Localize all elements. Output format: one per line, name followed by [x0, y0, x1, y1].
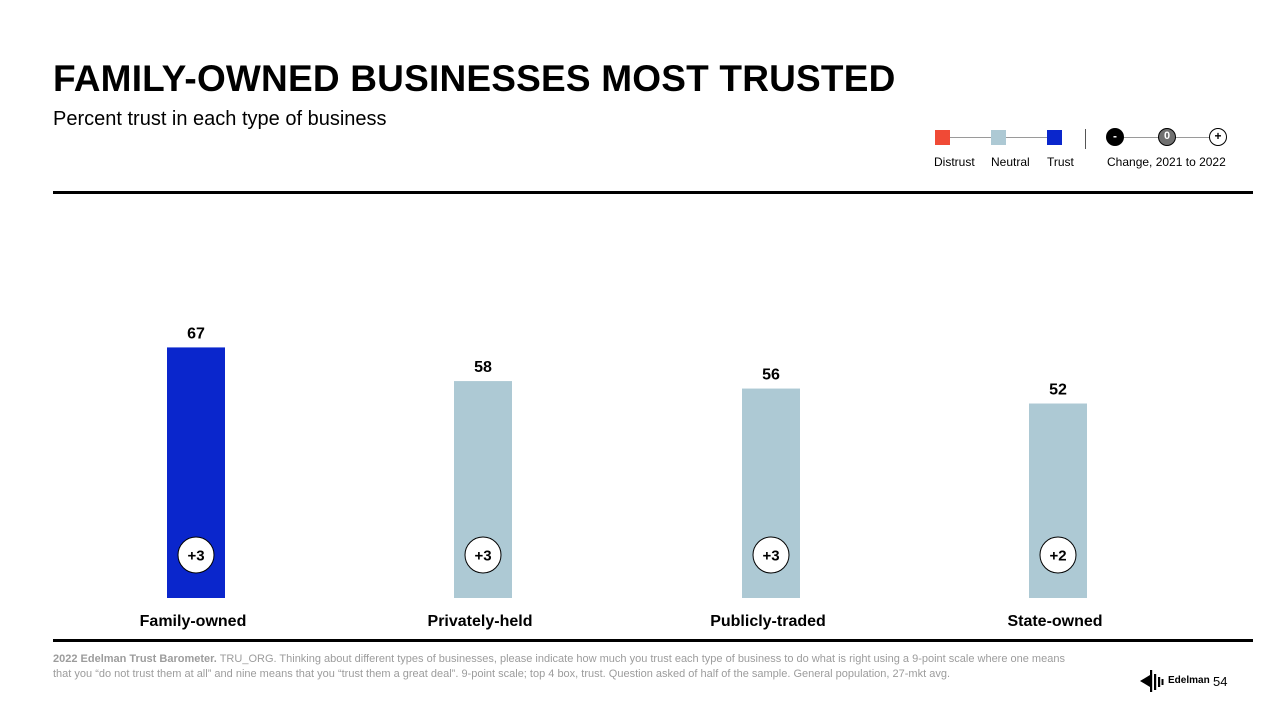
change-value-label: +3: [762, 548, 779, 565]
page-subtitle: Percent trust in each type of business: [53, 108, 387, 130]
change-badge-icon: [1039, 536, 1077, 574]
legend-change-label: Change, 2021 to 2022: [1107, 155, 1226, 169]
brand-name: Edelman: [1168, 675, 1210, 686]
bar-chart: 67 +3 Family-owned 58 +3 Privately-held 56 +3 Pu…: [140, 325, 1103, 630]
legend-neutral-swatch: [991, 130, 1006, 145]
footnote-text: TRU_ORG. Thinking about different types …: [53, 653, 1065, 680]
footnote: 2022 Edelman Trust Barometer. TRU_ORG. T…: [53, 652, 1073, 682]
legend-trust-swatch: [1047, 130, 1062, 145]
legend-trust-label: Trust: [1047, 155, 1074, 169]
page-title: FAMILY-OWNED BUSINESSES MOST TRUSTED: [53, 58, 896, 99]
category-label: Publicly-traded: [710, 613, 826, 630]
footnote-source: 2022 Edelman Trust Barometer.: [53, 653, 217, 665]
change-minus-icon: -: [1106, 128, 1124, 146]
change-plus-icon: +: [1209, 128, 1227, 146]
category-label: State-owned: [1007, 613, 1102, 630]
footer-divider: [53, 639, 1253, 642]
bar-value-label: 52: [1049, 382, 1067, 399]
change-badge-icon: [752, 536, 790, 574]
change-value-label: +3: [474, 548, 491, 565]
change-value-label: +2: [1049, 548, 1066, 565]
legend-distrust-label: Distrust: [934, 155, 975, 169]
header-divider: [53, 191, 1253, 194]
legend-separator: [1085, 129, 1086, 149]
legend-distrust-swatch: [935, 130, 950, 145]
edelman-logo-icon: [1140, 670, 1164, 692]
bar-value-label: 67: [187, 325, 205, 342]
brand-block: Edelman 54: [1140, 668, 1230, 694]
change-badge-icon: [177, 536, 215, 574]
change-zero-icon: 0: [1158, 128, 1176, 146]
bar-value-label: 56: [762, 367, 780, 384]
change-value-label: +3: [187, 548, 204, 565]
bar-value-label: 58: [474, 359, 492, 376]
change-badge-icon: [464, 536, 502, 574]
category-label: Privately-held: [428, 613, 533, 630]
category-label: Family-owned: [140, 613, 247, 630]
legend-neutral-label: Neutral: [991, 155, 1030, 169]
legend: Distrust Neutral Trust - 0 + Change, 202…: [930, 126, 1230, 176]
page-number: 54: [1213, 674, 1228, 689]
